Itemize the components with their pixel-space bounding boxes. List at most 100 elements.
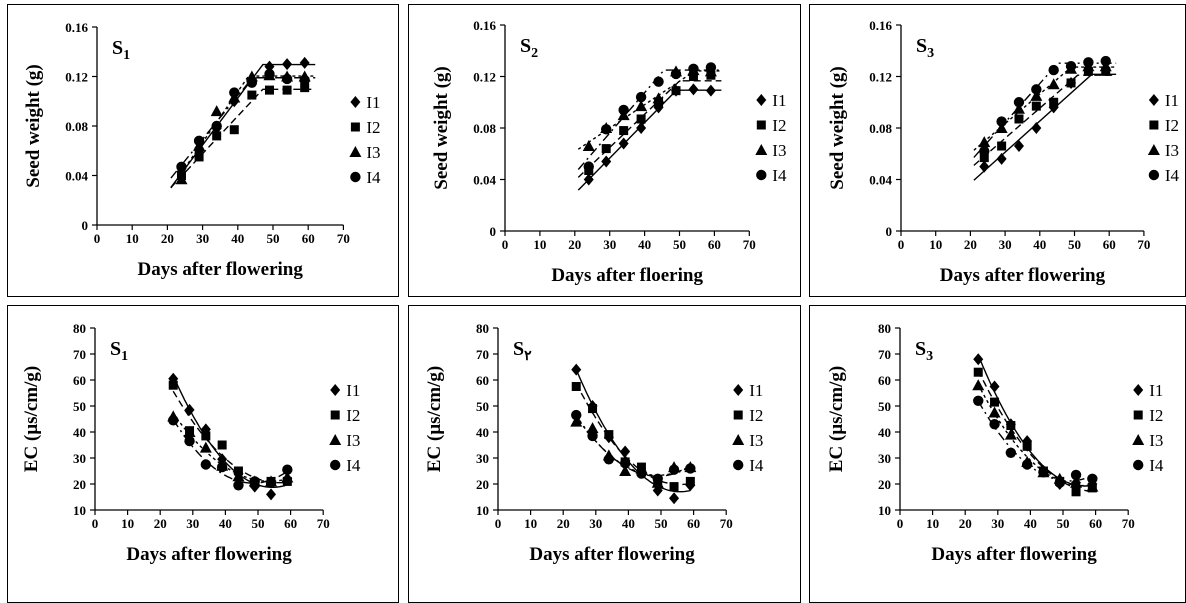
x-axis-title: Days after flowering (940, 265, 1106, 286)
trend-line-i2 (170, 88, 316, 189)
y-tick-label: 40 (476, 425, 489, 440)
y-tick-label: 70 (878, 347, 891, 362)
data-point-i1 (1031, 122, 1042, 134)
x-tick-label: 20 (959, 516, 972, 531)
data-point-i4 (216, 461, 228, 473)
legend-label: I3 (366, 143, 380, 162)
trend-line-i4 (170, 77, 316, 179)
data-point-i4 (176, 161, 187, 173)
data-point-i2 (1083, 66, 1093, 76)
data-point-i4 (281, 73, 293, 85)
y-tick-label: 0.16 (869, 18, 892, 33)
y-tick-label: 20 (73, 477, 86, 492)
chart-ec-s1: 0 10 20 30 40 50 60 70 10 20 30 40 50 60 70 80 Days afte… (7, 305, 399, 603)
data-point-i3 (175, 173, 188, 185)
legend-marker-i4 (350, 171, 361, 183)
y-tick-label: 0.04 (473, 173, 496, 188)
legend-marker-i3 (329, 434, 342, 445)
chart-seed-weight-s2: 0 10 20 30 40 50 60 70 0 0.04 0.08 0.12 0.16 Days aft… (408, 4, 801, 297)
data-point-i2 (1006, 421, 1016, 430)
legend-marker-i2 (756, 120, 766, 130)
panel-label: S۲ (513, 338, 532, 364)
data-point-i3 (978, 136, 991, 148)
y-tick-label: 0.12 (65, 70, 88, 85)
data-point-i1 (184, 403, 195, 416)
data-point-i1 (299, 56, 310, 69)
chart-seed-weight-s1: 0 10 20 30 40 50 60 70 0 0.04 0.08 0.12 0.16 Days aft… (7, 4, 399, 297)
data-point-i2 (997, 141, 1007, 151)
data-point-i4 (265, 477, 277, 488)
panel-label: S2 (520, 35, 538, 61)
data-point-i2 (264, 85, 274, 95)
panel-label: S1 (110, 338, 128, 364)
x-tick-label: 0 (502, 237, 509, 252)
legend-label: I4 (749, 456, 764, 475)
x-tick-label: 70 (1122, 516, 1135, 531)
data-point-i1 (583, 173, 594, 186)
legend-marker-i1 (733, 384, 744, 396)
y-tick-label: 30 (476, 451, 489, 466)
x-tick-label: 30 (196, 231, 209, 246)
legend-label: I2 (366, 118, 380, 137)
data-point-i2 (1014, 114, 1024, 124)
y-tick-label: 40 (878, 425, 891, 440)
legend-marker-i2 (1149, 120, 1159, 130)
data-point-i2 (973, 367, 983, 377)
y-tick-label: 70 (476, 347, 489, 362)
legend-label: I1 (749, 381, 763, 400)
x-tick-label: 60 (1103, 237, 1116, 252)
chart-svg: 0 10 20 30 40 50 60 70 0 0.04 0.08 0.12 0.16 Days aft… (431, 18, 787, 286)
data-point-i3 (619, 465, 632, 476)
data-point-i2 (685, 476, 695, 486)
legend-label: I2 (1149, 406, 1163, 425)
data-point-i4 (635, 91, 647, 103)
x-tick-label: 40 (219, 516, 232, 531)
data-point-i3 (1070, 476, 1083, 488)
x-tick-label: 40 (1024, 516, 1037, 531)
data-point-i3 (586, 422, 599, 434)
legend-marker-i3 (349, 146, 362, 157)
x-axis-title: Days after floering (551, 265, 703, 286)
data-point-i2 (194, 152, 204, 162)
data-point-i3 (281, 471, 294, 483)
data-point-i2 (588, 404, 598, 414)
data-point-i4 (587, 430, 598, 442)
data-point-i1 (636, 122, 647, 134)
data-point-i3 (635, 100, 648, 112)
data-point-i2 (990, 397, 1000, 407)
legend-marker-i2 (733, 410, 743, 420)
legend-marker-i4 (330, 459, 341, 471)
trend-line-i3 (170, 75, 316, 189)
legend-label: I4 (1165, 166, 1180, 185)
y-tick-label: 80 (73, 321, 86, 336)
data-point-i4 (282, 464, 293, 475)
data-point-i1 (989, 380, 1000, 393)
data-point-i4 (583, 161, 594, 172)
data-point-i3 (995, 122, 1008, 133)
data-point-i4 (973, 395, 984, 406)
y-tick-label: 0.16 (65, 20, 88, 35)
trend-line-i4 (575, 415, 691, 477)
data-point-i4 (1083, 57, 1094, 68)
legend-marker-i4 (756, 169, 767, 181)
legend-marker-i4 (733, 459, 744, 471)
data-point-i3 (570, 415, 583, 427)
data-point-i3 (988, 406, 1001, 418)
x-tick-label: 0 (897, 516, 904, 531)
y-tick-label: 20 (878, 477, 891, 492)
legend-marker-i3 (1147, 144, 1160, 155)
data-point-i3 (1030, 89, 1043, 101)
data-point-i2 (571, 382, 581, 391)
legend-label: I4 (1149, 456, 1164, 475)
x-tick-label: 60 (687, 516, 700, 531)
y-tick-label: 80 (878, 321, 891, 336)
data-point-i1 (973, 353, 984, 366)
data-point-i1 (282, 58, 293, 71)
panel-label: S1 (112, 37, 130, 63)
legend-label: I4 (772, 166, 787, 185)
legend-label: I3 (772, 141, 786, 160)
legend-label: I2 (346, 406, 360, 425)
data-point-i3 (232, 470, 245, 482)
legend-marker-i1 (756, 94, 767, 106)
y-tick-label: 0.08 (473, 121, 496, 136)
